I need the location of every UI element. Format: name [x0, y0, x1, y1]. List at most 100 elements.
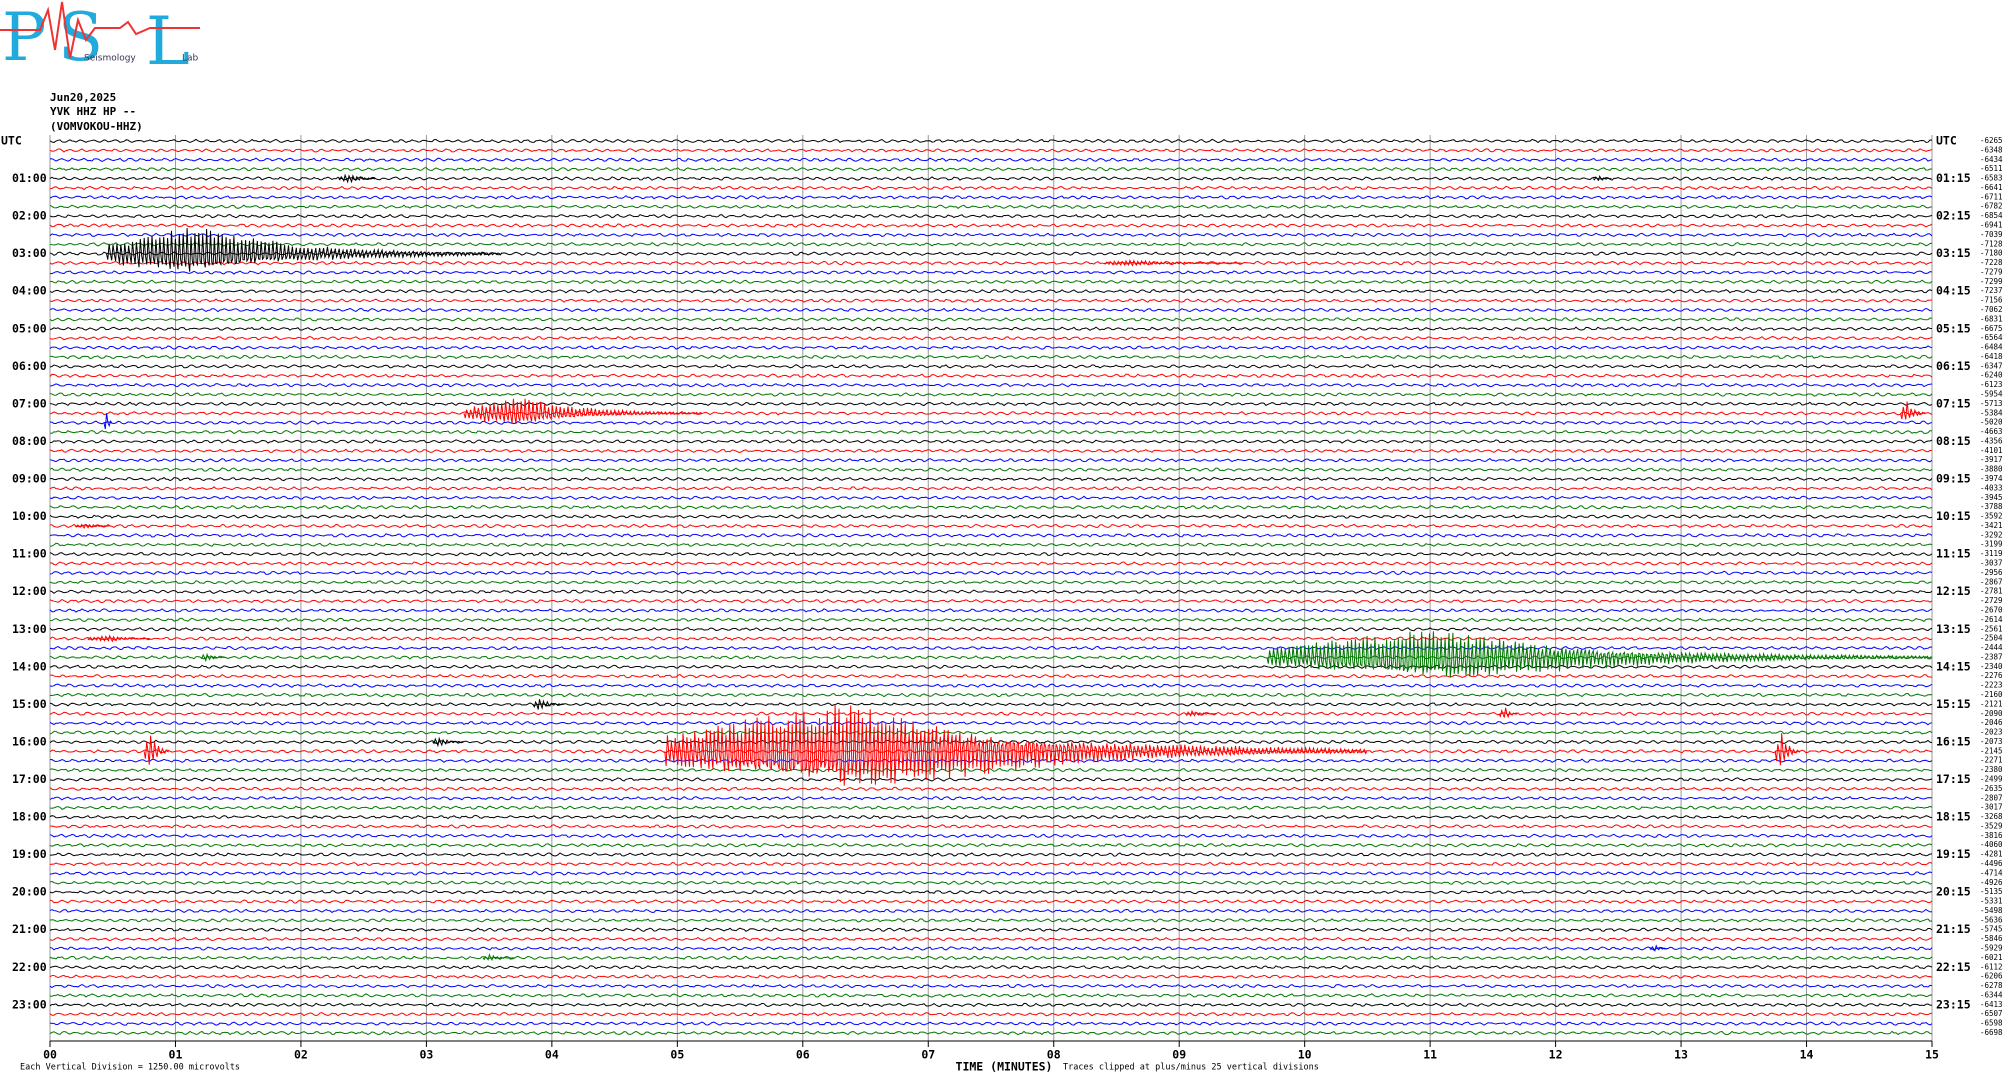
trace — [49, 570, 1933, 576]
hour-label-left: UTC — [1, 134, 22, 148]
trace-offset: -3017 — [1980, 803, 2003, 812]
trace-offset: -6711 — [1980, 192, 2003, 201]
trace — [49, 195, 1933, 200]
trace — [49, 946, 1933, 951]
trace-offset: -2160 — [1980, 690, 2003, 699]
trace-offset: -7237 — [1980, 286, 2003, 295]
trace-offset: -2271 — [1980, 756, 2003, 765]
seismic-event — [463, 398, 703, 425]
trace-offset: -3199 — [1980, 540, 2003, 549]
trace — [49, 317, 1933, 322]
trace-offset: -2023 — [1980, 728, 2003, 737]
trace — [49, 392, 1933, 397]
trace-offset: -6265 — [1980, 136, 2003, 145]
hour-label-right: 06:15 — [1936, 359, 1971, 373]
trace-offset: -6641 — [1980, 183, 2003, 192]
trace — [49, 871, 1933, 876]
trace-offset: -5929 — [1980, 943, 2003, 952]
trace — [49, 401, 1933, 407]
trace-offset: -3421 — [1980, 521, 2003, 530]
trace-offset: -2387 — [1980, 652, 2003, 661]
hour-label-right: UTC — [1936, 134, 1957, 148]
trace-offset: -6854 — [1980, 211, 2003, 220]
hour-label-right: 17:15 — [1936, 772, 1971, 786]
seismic-event — [103, 413, 113, 430]
trace — [49, 767, 1933, 773]
trace-offset: -3788 — [1980, 502, 2003, 511]
trace-offset: -6782 — [1980, 202, 2003, 211]
trace — [49, 270, 1933, 275]
trace — [49, 627, 1933, 632]
trace-offset: -2729 — [1980, 596, 2003, 605]
trace-offset: -5331 — [1980, 897, 2003, 906]
trace-offset: -6698 — [1980, 1028, 2003, 1037]
x-axis-label: TIME (MINUTES) — [956, 1060, 1053, 1074]
trace-offset: -6348 — [1980, 145, 2003, 154]
trace — [49, 298, 1933, 303]
logo-word: Seismology — [84, 54, 136, 64]
trace — [49, 486, 1933, 491]
trace-offset: -3592 — [1980, 512, 2003, 521]
seismic-event — [664, 704, 1368, 786]
trace — [49, 429, 1933, 435]
logo-letter: L — [146, 3, 190, 80]
trace — [49, 814, 1933, 820]
trace-offset: -4060 — [1980, 840, 2003, 849]
trace-offset: -2121 — [1980, 699, 2003, 708]
hour-label-left: 14:00 — [12, 659, 47, 673]
trace — [49, 373, 1933, 379]
trace-offset: -2867 — [1980, 577, 2003, 586]
seismic-event — [87, 634, 151, 643]
trace — [49, 467, 1933, 472]
trace — [49, 645, 1933, 651]
trace — [49, 354, 1933, 360]
hour-label-right: 15:15 — [1936, 697, 1971, 711]
trace-offset: -6941 — [1980, 221, 2003, 230]
hour-label-left: 02:00 — [12, 209, 47, 223]
trace — [49, 307, 1933, 313]
trace-offset: -2670 — [1980, 605, 2003, 614]
trace-offset: -7180 — [1980, 249, 2003, 258]
trace — [49, 495, 1933, 501]
trace-offset: -5384 — [1980, 408, 2003, 417]
hour-label-left: 12:00 — [12, 584, 47, 598]
hour-label-right: 03:15 — [1936, 246, 1971, 260]
seismic-event — [1498, 707, 1518, 719]
trace — [49, 523, 1933, 529]
seismic-event — [1774, 733, 1801, 766]
trace-offset: -4101 — [1980, 446, 2003, 455]
trace-offset: -2340 — [1980, 662, 2003, 671]
station: YVK HHZ HP -- — [50, 105, 136, 118]
trace-offset: -3119 — [1980, 549, 2003, 558]
trace — [49, 589, 1933, 594]
trace — [49, 927, 1933, 932]
trace — [49, 533, 1933, 538]
trace-offset: -5846 — [1980, 934, 2003, 943]
trace — [49, 965, 1933, 970]
trace-offset: -7128 — [1980, 239, 2003, 248]
trace-offset: -3529 — [1980, 821, 2003, 830]
trace-offset: -4496 — [1980, 859, 2003, 868]
trace — [49, 1002, 1933, 1008]
trace-offset: -2635 — [1980, 784, 2003, 793]
x-tick-label: 00 — [43, 1048, 57, 1062]
trace — [49, 326, 1933, 332]
trace — [49, 598, 1933, 604]
hour-label-right: 01:15 — [1936, 171, 1971, 185]
trace — [49, 232, 1933, 238]
x-tick-label: 03 — [419, 1048, 433, 1062]
trace — [49, 458, 1933, 463]
date: Jun20,2025 — [50, 91, 116, 104]
hour-label-right: 18:15 — [1936, 810, 1971, 824]
trace — [49, 842, 1933, 848]
trace — [49, 993, 1933, 998]
trace-offset: -6507 — [1980, 1009, 2003, 1018]
trace — [49, 504, 1933, 510]
hour-label-right: 10:15 — [1936, 509, 1971, 523]
trace-offset: -2046 — [1980, 718, 2003, 727]
trace-offset: -6413 — [1980, 1000, 2003, 1009]
hour-label-right: 09:15 — [1936, 472, 1971, 486]
trace — [49, 223, 1933, 228]
trace-offset: -3974 — [1980, 474, 2003, 483]
